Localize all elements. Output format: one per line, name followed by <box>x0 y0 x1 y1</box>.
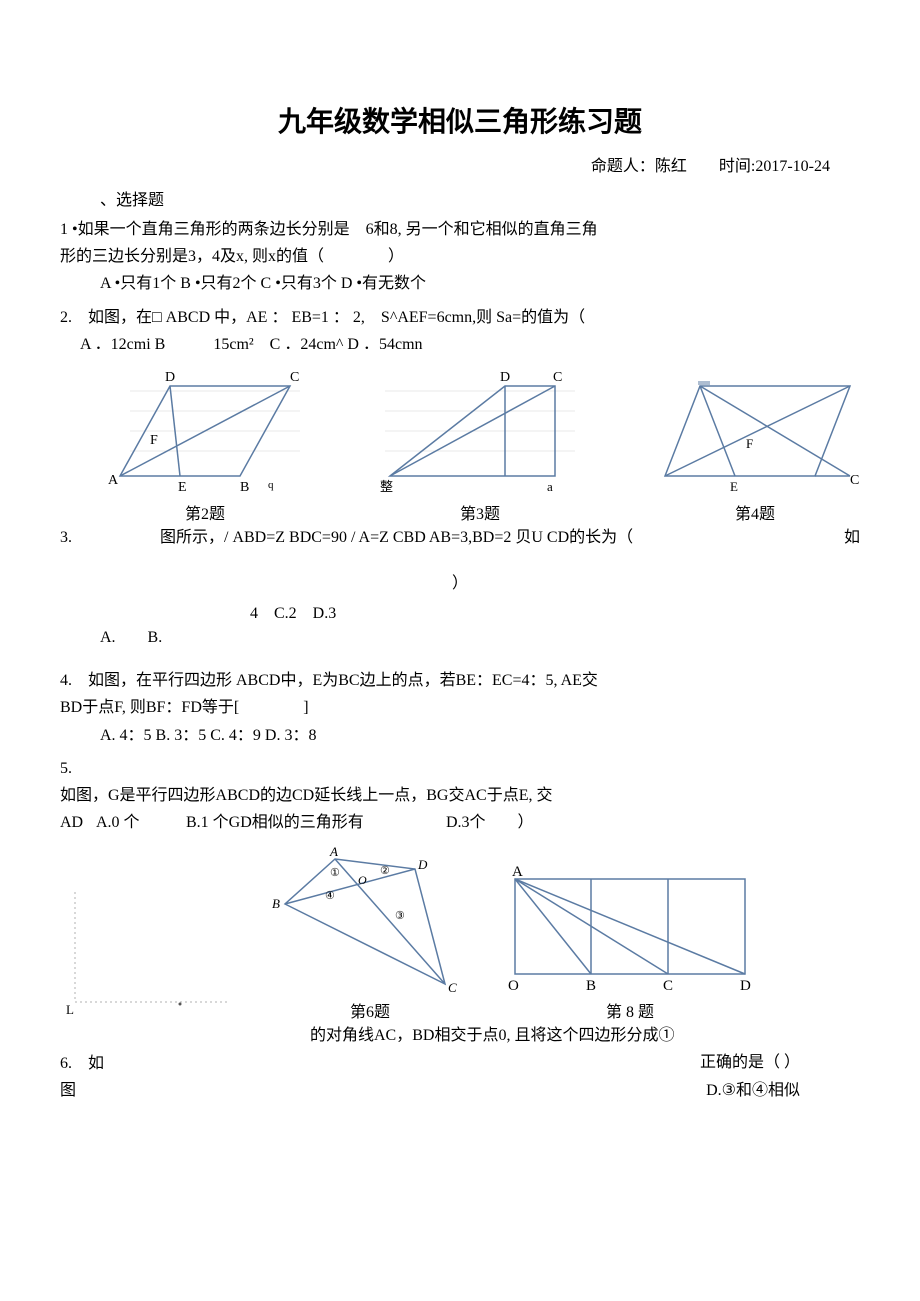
fig8-B: B <box>586 978 596 994</box>
fig6-O: O <box>358 873 367 887</box>
q1-line1: 1 •如果一个直角三角形的两条边长分别是 6和8, 另一个和它相似的直角三角 <box>60 216 860 243</box>
q5-AD: AD <box>60 809 96 836</box>
fig3-C: C <box>553 370 562 385</box>
fig2-E: E <box>178 480 187 495</box>
fig5-svg: L <box>60 882 240 1022</box>
author-label: 命题人：陈红 <box>591 158 687 175</box>
fig4-E: E <box>730 479 738 494</box>
fig4-caption: 第4题 <box>735 500 775 524</box>
figure-4: F E C 第4题 <box>650 366 860 524</box>
q4-line2: BD于点F, 则BF：FD等于[ ] <box>60 694 860 721</box>
q5-optA: A.0 个 <box>96 809 186 836</box>
fig6-caption: 第6题 <box>350 998 390 1022</box>
q6: 6. 如 图 的对角线AC，BD相交于点0, 且将这个四边形分成① 正确的是（ … <box>60 1022 860 1104</box>
fig2-svg: D C A F E B q <box>100 366 310 496</box>
q2-stem: 2. 如图，在□ ABCD 中，AE ： EB=1 ： 2, S^AEF=6cm… <box>60 304 860 331</box>
q2: 2. 如图，在□ ABCD 中，AE ： EB=1 ： 2, S^AEF=6cm… <box>60 304 860 358</box>
q3-opts-top: 4 C.2 D.3 <box>250 599 860 623</box>
fig8-D: D <box>740 978 751 994</box>
fig6-D: D <box>417 857 428 872</box>
q5-optD: D.3个 ） <box>446 809 534 836</box>
fig3-a: a <box>547 479 553 494</box>
fig8-caption: 第 8 题 <box>606 998 654 1022</box>
fig2-A: A <box>108 473 119 488</box>
fig8-C: C <box>663 978 673 994</box>
q5: 5. 如图，G是平行四边形ABCD的边CD延长线上一点，BG交AC于点E, 交 … <box>60 755 860 837</box>
fig8-A: A <box>512 864 523 880</box>
fig3-D: D <box>500 370 510 385</box>
fig4-C: C <box>850 473 859 488</box>
q4-line1: 4. 如图，在平行四边形 ABCD中，E为BC边上的点，若BE：EC=4：5, … <box>60 667 860 694</box>
figure-2: D C A F E B q 第2题 <box>100 366 310 524</box>
q6-line2: 正确的是（ ） <box>310 1049 860 1076</box>
q6-tu: 图 <box>60 1077 310 1104</box>
q4: 4. 如图，在平行四边形 ABCD中，E为BC边上的点，若BE：EC=4：5, … <box>60 667 860 749</box>
q6-num: 6. 如 <box>60 1050 310 1077</box>
q1-options: A •只有1个 B •只有2个 C •只有3个 D •有无数个 <box>100 270 860 297</box>
fig8-O: O <box>508 978 519 994</box>
fig6-n4: ④ <box>325 890 335 902</box>
q5-line1: 如图，G是平行四边形ABCD的边CD延长线上一点，BG交AC于点E, 交 <box>60 782 860 809</box>
q3-opts-bot: A. B. <box>100 623 860 647</box>
q6-line3: D.③和④相似 <box>310 1077 860 1104</box>
figure-8: A O B C D 第 8 题 <box>500 864 760 1022</box>
fig6-svg: A D B O C ① ② ③ ④ <box>270 844 470 994</box>
q5-optB: B.1 个GD相似的三角形有 <box>186 809 446 836</box>
q1: 1 •如果一个直角三角形的两条边长分别是 6和8, 另一个和它相似的直角三角 形… <box>60 216 860 298</box>
fig6-n3: ③ <box>395 910 405 922</box>
fig6-A: A <box>329 844 338 859</box>
time-label: 时间:2017-10-24 <box>719 158 830 175</box>
figure-row-1: D C A F E B q 第2题 <box>100 366 860 524</box>
q6-line1: 的对角线AC，BD相交于点0, 且将这个四边形分成① <box>310 1022 860 1049</box>
fig2-F: F <box>150 433 158 448</box>
fig2-q: q <box>268 479 274 491</box>
fig8-svg: A O B C D <box>500 864 760 994</box>
q1-line2: 形的三边长分别是3，4及x, 则x的值（ ） <box>60 243 860 270</box>
figure-row-2: L A D B O C ① ② ③ ④ 第6题 <box>60 844 860 1022</box>
fig6-n1: ① <box>330 867 340 879</box>
q3-ru: 如 <box>820 524 860 551</box>
q3-paren: ） <box>60 569 860 593</box>
meta-line: 命题人：陈红 时间:2017-10-24 <box>60 152 830 176</box>
q4-options: A. 4：5 B. 3：5 C. 4：9 D. 3：8 <box>100 722 860 749</box>
fig3-caption: 第3题 <box>460 500 500 524</box>
fig3-svg: D C 整 a <box>375 366 585 496</box>
fig4-F: F <box>746 436 753 451</box>
section-heading: 、选择题 <box>100 186 860 210</box>
fig2-D: D <box>165 370 175 385</box>
figure-3: D C 整 a 第3题 <box>375 366 585 524</box>
fig2-caption: 第2题 <box>185 500 225 524</box>
figure-6: A D B O C ① ② ③ ④ 第6题 <box>270 844 470 1022</box>
fig6-n2: ② <box>380 865 390 877</box>
q3-line: 图所示，/ ABD=Z BDC=90 / A=Z CBD AB=3,BD=2 贝… <box>160 524 820 551</box>
fig6-B: B <box>272 896 280 911</box>
fig3-zheng: 整 <box>380 479 393 494</box>
q2-options: A ．12cmi B 15cm² C ．24cm^ D ．54cmn <box>80 331 860 358</box>
page-title: 九年级数学相似三角形练习题 <box>60 100 860 140</box>
fig2-C: C <box>290 370 299 385</box>
q3: 3. 图所示，/ ABD=Z BDC=90 / A=Z CBD AB=3,BD=… <box>60 524 860 551</box>
fig2-B: B <box>240 480 249 495</box>
fig4-svg: F E C <box>650 366 860 496</box>
fig5-L: L <box>66 1002 74 1017</box>
fig6-C: C <box>448 980 457 994</box>
page: 九年级数学相似三角形练习题 命题人：陈红 时间:2017-10-24 、选择题 … <box>0 0 920 1145</box>
figure-5: L <box>60 882 240 1022</box>
q5-num: 5. <box>60 755 860 782</box>
q3-number: 3. <box>60 524 100 551</box>
